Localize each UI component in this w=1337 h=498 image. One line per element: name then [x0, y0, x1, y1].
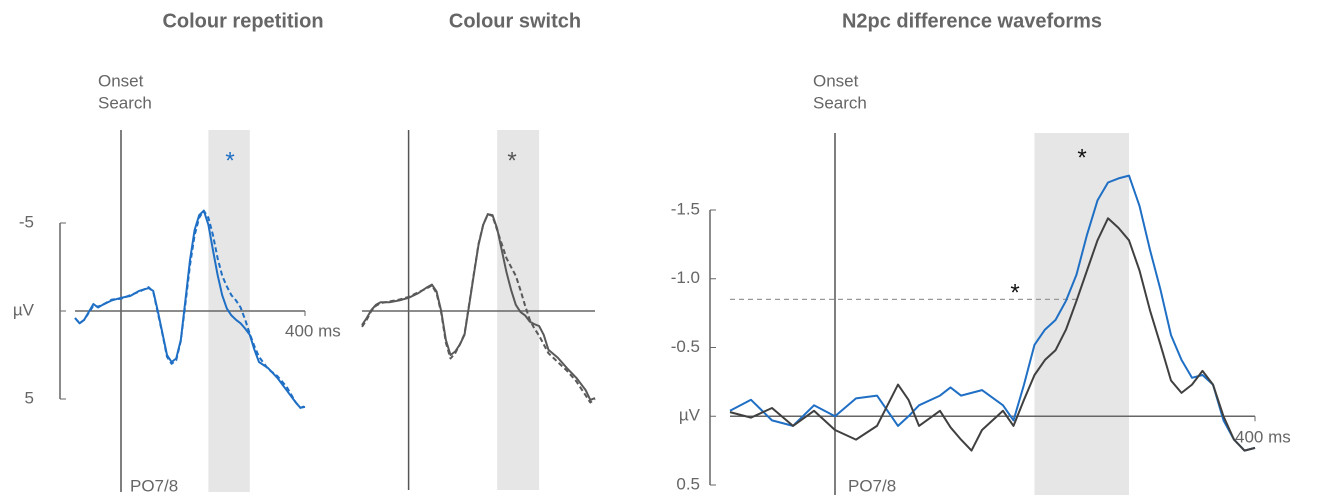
- y-tick-label: -0.5: [671, 337, 700, 356]
- y-tick-label: -1.5: [671, 199, 700, 218]
- time-window: [1034, 133, 1129, 495]
- x-tick-label: 400 ms: [1235, 427, 1291, 446]
- electrode-label: PO7/8: [848, 476, 896, 495]
- y-tick-label: 5: [25, 388, 34, 407]
- significance-marker: *: [1010, 279, 1019, 306]
- waveform: [729, 174, 1256, 452]
- significance-marker: *: [225, 147, 234, 174]
- waveform: [74, 209, 306, 409]
- onset-label: Search: [813, 93, 867, 112]
- y-tick-label: µV: [679, 406, 701, 425]
- waveform: [361, 213, 596, 404]
- significance-marker: *: [1077, 144, 1086, 171]
- chart-title: N2pc difference waveforms: [842, 10, 1102, 32]
- y-tick-label: -1.0: [671, 268, 700, 287]
- onset-label: Search: [98, 93, 152, 112]
- x-tick-label: 400 ms: [285, 321, 341, 340]
- y-tick-label: µV: [13, 300, 35, 319]
- electrode-label: PO7/8: [130, 476, 178, 495]
- waveform: [729, 217, 1256, 452]
- y-tick-label: 0.5: [676, 474, 700, 493]
- y-tick-label: -5: [19, 212, 34, 231]
- onset-label: Onset: [813, 71, 859, 90]
- chart-title: Colour switch: [449, 10, 581, 32]
- onset-label: Onset: [98, 71, 144, 90]
- chart-title: Colour repetition: [162, 10, 323, 32]
- significance-marker: *: [507, 147, 516, 174]
- waveform: [74, 209, 306, 409]
